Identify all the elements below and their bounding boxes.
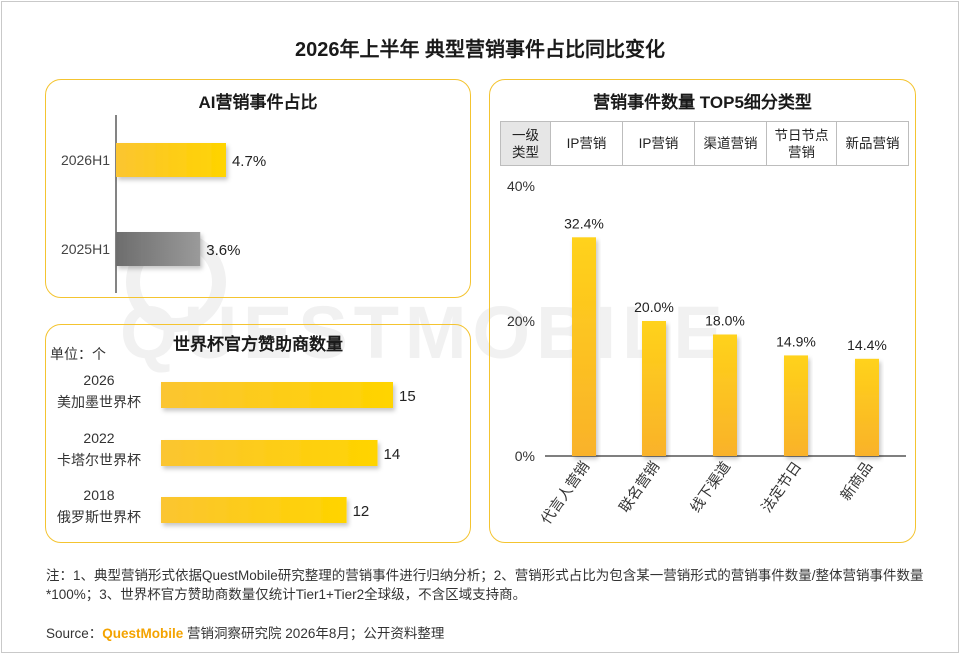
sponsor-bar [161,382,393,408]
table-cell-line: 渠道营销 [703,136,758,151]
top5-category-label: 线下渠道 [687,459,734,516]
top5-bar [855,358,879,456]
ai-share-bar [116,232,201,266]
sponsor-category-name: 俄罗斯世界杯 [57,509,141,525]
watermark-text: QUESTMOBILE [120,291,729,374]
top5-value-label: 14.4% [847,337,887,353]
sponsors-title: 世界杯官方赞助商数量 [173,335,343,354]
top5-bar [713,334,737,456]
table-cell: IP营销 [550,121,623,166]
ai-share-value-label: 3.6% [206,242,240,259]
sponsor-category-name: 卡塔尔世界杯 [57,452,141,468]
top5-y-tick-label: 0% [515,448,535,464]
sponsor-category-year: 2018 [83,487,114,503]
table-header-line: 一级 [512,127,539,143]
table-header-line: 类型 [512,144,539,160]
table-cell-line: 新品营销 [845,136,900,151]
ai-share-category-label: 2025H1 [61,241,110,257]
table-cell-line: IP营销 [566,136,607,151]
table-cell-line: IP营销 [638,136,679,151]
sponsors-unit: 单位：个 [50,346,106,362]
top5-value-label: 18.0% [705,313,745,329]
source-label: Source： [46,626,103,641]
top5-category-label: 新商品 [837,459,876,504]
sponsor-bar [161,497,347,523]
sponsor-category-name: 美加墨世界杯 [57,394,141,410]
table-cell-line: 节日节点 [774,127,829,143]
table-cell: 渠道营销 [694,121,767,166]
top5-bar [572,237,596,456]
category-table: 一级 类型 IP营销 IP营销 渠道营销 节日节点 营销 新品营销 [500,121,909,166]
sponsor-bar [161,440,378,466]
top5-y-tick-label: 40% [507,178,535,194]
table-cell: 新品营销 [836,121,909,166]
top5-panel: 营销事件数量 TOP5细分类型 [489,79,916,543]
source-line: Source：QuestMobile 营销洞察研究院 2026年8月；公开资料整… [46,622,444,642]
sponsor-category-year: 2026 [83,372,114,388]
page-title: 2026年上半年 典型营销事件占比同比变化 [294,39,666,61]
top5-bar [642,321,666,456]
ai-share-category-label: 2026H1 [61,152,110,168]
ai-share-panel: AI营销事件占比 [45,79,471,298]
table-header-cell: 一级 类型 [500,121,551,166]
ai-share-bar [116,143,226,177]
top5-bar [784,355,808,456]
ai-share-title: AI营销事件占比 [198,93,318,112]
table-cell-line: 营销 [788,144,815,160]
sponsor-value-label: 15 [399,388,416,405]
ai-share-value-label: 4.7% [232,153,266,170]
top5-value-label: 14.9% [776,333,816,349]
top5-title: 营销事件数量 TOP5细分类型 [593,93,812,112]
sponsor-value-label: 12 [353,503,370,520]
footnote: 注：1、典型营销形式依据QuestMobile研究整理的营销事件进行归纳分析；2… [46,568,924,602]
sponsor-category-year: 2022 [83,430,114,446]
sponsors-panel: 世界杯官方赞助商数量 [45,324,471,543]
top5-category-label: 联名营销 [616,459,663,516]
table-cell: 节日节点 营销 [766,121,837,166]
sponsor-value-label: 14 [384,446,401,463]
top5-category-label: 法定节日 [758,459,805,516]
source-text: 营销洞察研究院 2026年8月；公开资料整理 [183,626,445,641]
top5-category-label: 代言人营销 [538,459,594,528]
top5-value-label: 32.4% [564,215,604,231]
source-brand: QuestMobile [102,626,184,641]
top5-value-label: 20.0% [634,299,674,315]
top5-y-tick-label: 20% [507,313,535,329]
table-cell: IP营销 [622,121,695,166]
